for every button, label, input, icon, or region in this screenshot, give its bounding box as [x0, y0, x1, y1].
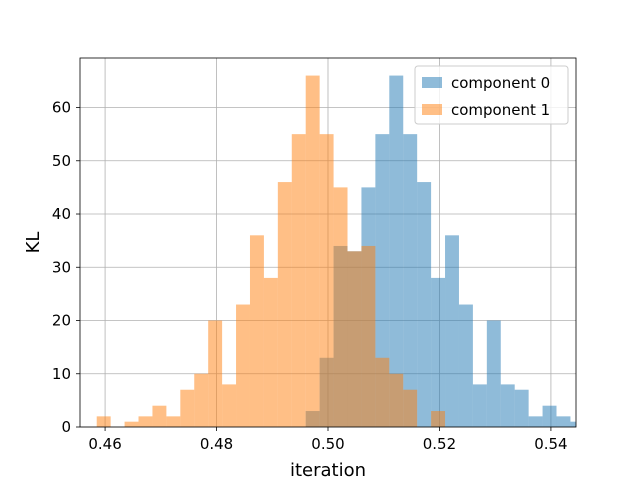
bar-series-1	[333, 187, 348, 427]
bar-series-1	[389, 373, 404, 427]
bar-series-1	[249, 235, 264, 427]
bar-series-1	[96, 416, 111, 427]
bar-series-1	[431, 411, 446, 427]
bar-series-1	[305, 75, 320, 427]
y-tick-label: 30	[52, 258, 71, 276]
x-tick-label: 0.46	[88, 435, 121, 453]
bar-series-1	[138, 416, 153, 427]
bar-series-0	[417, 182, 432, 427]
y-tick-label: 10	[52, 365, 71, 383]
x-tick-label: 0.52	[423, 435, 456, 453]
bar-series-0	[570, 421, 576, 427]
axis-ticks: 0.46 0.48 0.50 0.52 0.54 0 10 20 30 40 50 60	[52, 99, 568, 453]
bar-series-0	[514, 389, 529, 427]
x-tick-label: 0.50	[311, 435, 344, 453]
bar-series-1	[347, 251, 362, 427]
bar-series-0	[556, 416, 571, 427]
bar-series-1	[263, 277, 278, 427]
bar-series-1	[236, 304, 250, 427]
bar-series-1	[166, 416, 181, 427]
bar-series-0	[486, 320, 501, 427]
legend: component 0 component 1	[414, 65, 569, 125]
bar-series-1	[124, 421, 139, 427]
bar-series-1	[361, 245, 376, 427]
legend-label: component 1	[451, 101, 550, 119]
legend-swatch	[422, 104, 442, 115]
bar-series-1	[277, 182, 292, 427]
x-tick-label: 0.48	[200, 435, 233, 453]
bar-series-1	[319, 134, 334, 427]
y-axis-label: KL	[23, 232, 44, 254]
bar-series-1	[222, 384, 237, 427]
y-tick-label: 40	[52, 205, 71, 223]
y-tick-label: 0	[61, 418, 71, 436]
legend-label: component 0	[451, 74, 550, 92]
bar-series-0	[472, 384, 487, 427]
bar-series-0	[542, 405, 557, 427]
y-tick-label: 20	[52, 312, 71, 330]
bar-series-1	[152, 405, 167, 427]
bar-series-1	[180, 389, 195, 427]
bar-series-0	[389, 75, 404, 427]
bar-series-1	[403, 389, 418, 427]
bar-series-1	[291, 134, 306, 427]
histogram-bars	[96, 75, 576, 427]
legend-swatch	[422, 77, 442, 88]
bar-series-0	[445, 235, 459, 427]
bar-series-0	[431, 277, 446, 427]
legend-box	[414, 65, 569, 125]
bar-series-0	[528, 416, 543, 427]
bar-series-1	[208, 320, 223, 427]
x-tick-label: 0.54	[534, 435, 567, 453]
bar-series-1	[375, 357, 390, 427]
x-axis-label: iteration	[290, 460, 366, 480]
bar-series-0	[500, 384, 515, 427]
bar-series-0	[458, 304, 473, 427]
bar-series-0	[375, 134, 390, 427]
bar-series-1	[194, 373, 209, 427]
bar-series-0	[403, 134, 418, 427]
y-tick-label: 50	[52, 152, 71, 170]
y-tick-label: 60	[52, 99, 71, 117]
